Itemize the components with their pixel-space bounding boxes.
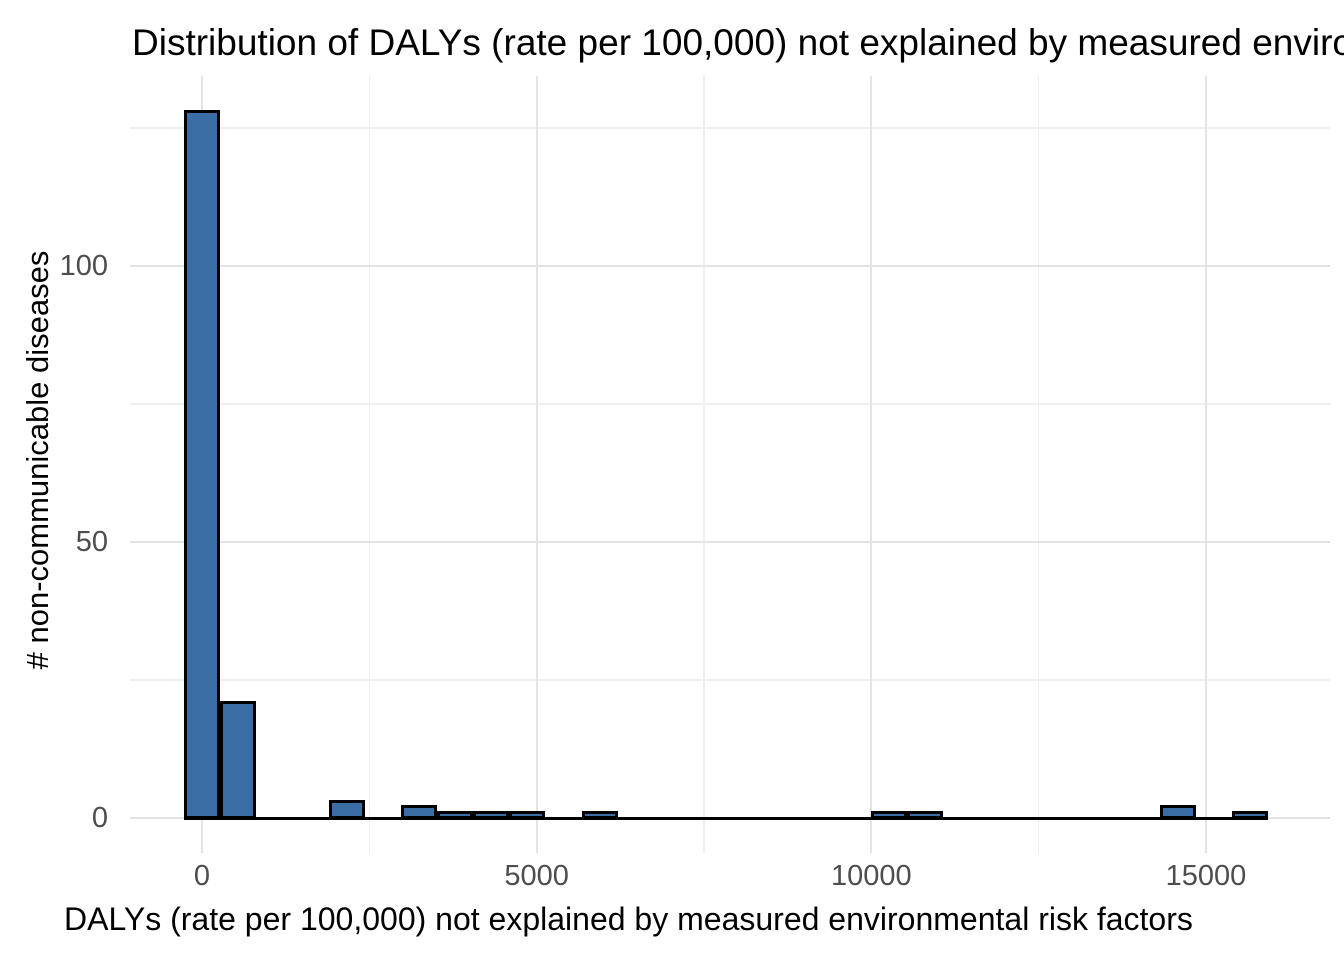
x-minor-gridline <box>703 76 705 854</box>
x-tick-label: 10000 <box>831 860 912 892</box>
x-axis-title: DALYs (rate per 100,000) not explained b… <box>64 901 1193 937</box>
chart-title: Distribution of DALYs (rate per 100,000)… <box>132 22 1344 63</box>
histogram-bar <box>220 700 257 820</box>
bin-baseline <box>183 816 1269 820</box>
histogram-bar <box>183 109 221 820</box>
x-major-gridline <box>870 76 873 854</box>
histogram-bar <box>870 810 907 820</box>
y-tick-label: 100 <box>59 250 108 282</box>
histogram-bar <box>1159 805 1196 820</box>
x-tick-label: 0 <box>193 860 211 892</box>
histogram-bar <box>581 810 618 820</box>
histogram-bar <box>436 810 474 820</box>
y-major-gridline <box>129 265 1331 267</box>
x-minor-gridline <box>1037 76 1040 854</box>
x-major-gridline <box>1204 76 1207 854</box>
y-minor-gridline <box>129 403 1331 405</box>
histogram-bar <box>328 799 365 820</box>
x-minor-gridline <box>368 76 371 854</box>
y-tick-label: 50 <box>75 526 108 558</box>
x-tick-label: 15000 <box>1165 860 1247 892</box>
histogram-bar <box>509 810 546 820</box>
y-axis-title: # non-communicable diseases <box>20 250 55 670</box>
y-minor-gridline <box>129 679 1331 681</box>
y-minor-gridline <box>129 127 1331 129</box>
histogram-bar <box>400 805 437 820</box>
y-tick-label: 0 <box>91 802 108 834</box>
x-tick-label: 5000 <box>504 860 569 892</box>
histogram-bar <box>1232 810 1269 820</box>
y-major-gridline <box>129 541 1331 543</box>
histogram-bar <box>906 810 943 820</box>
x-major-gridline <box>535 76 538 854</box>
histogram-bar <box>473 810 510 820</box>
